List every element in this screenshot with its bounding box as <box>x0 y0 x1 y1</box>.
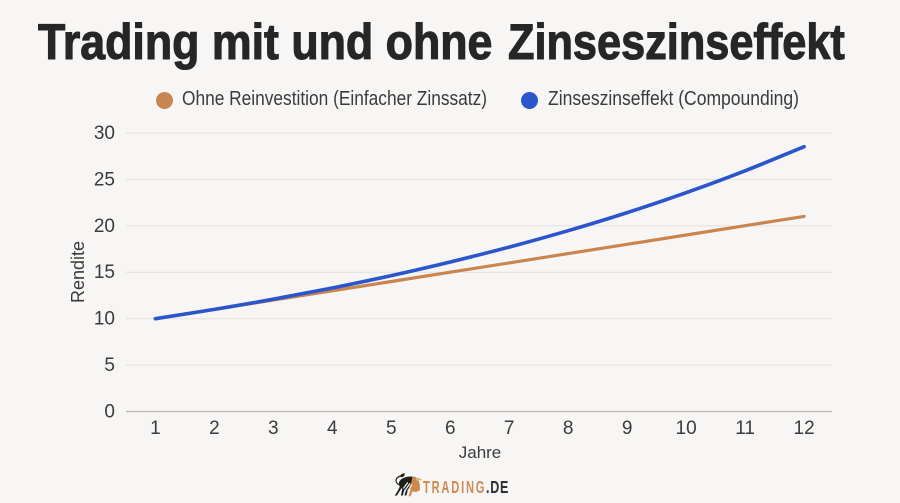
svg-text:10: 10 <box>94 309 115 330</box>
svg-text:Rendite: Rendite <box>68 241 88 303</box>
svg-text:8: 8 <box>563 418 574 439</box>
svg-text:15: 15 <box>94 262 115 283</box>
svg-text:6: 6 <box>445 418 456 439</box>
svg-text:0: 0 <box>104 401 115 422</box>
svg-text:5: 5 <box>104 355 115 376</box>
svg-text:4: 4 <box>327 418 338 439</box>
svg-text:10: 10 <box>676 418 697 439</box>
svg-text:9: 9 <box>622 418 633 439</box>
svg-text:1: 1 <box>150 418 161 439</box>
svg-text:Jahre: Jahre <box>459 443 502 462</box>
svg-text:20: 20 <box>94 216 115 237</box>
svg-text:2: 2 <box>209 418 220 439</box>
svg-text:12: 12 <box>794 418 815 439</box>
svg-text:7: 7 <box>504 418 515 439</box>
svg-text:3: 3 <box>268 418 279 439</box>
svg-text:30: 30 <box>94 123 115 144</box>
svg-text:25: 25 <box>94 169 115 190</box>
svg-text:5: 5 <box>386 418 397 439</box>
svg-text:11: 11 <box>735 418 755 439</box>
